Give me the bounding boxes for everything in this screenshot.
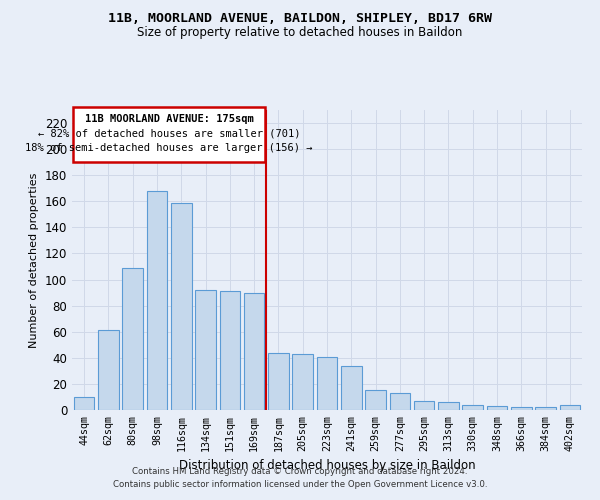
Text: Contains HM Land Registry data © Crown copyright and database right 2024.: Contains HM Land Registry data © Crown c… (132, 467, 468, 476)
Bar (535, 408, 556, 410)
Bar (511, 408, 532, 410)
FancyBboxPatch shape (73, 108, 265, 162)
Bar (438, 402, 459, 410)
Text: Contains public sector information licensed under the Open Government Licence v3: Contains public sector information licen… (113, 480, 487, 489)
Bar (244, 292, 265, 410)
Text: 11B MOORLAND AVENUE: 175sqm: 11B MOORLAND AVENUE: 175sqm (85, 114, 254, 124)
Bar (389, 393, 410, 410)
Bar (98, 330, 119, 410)
Bar (414, 401, 434, 410)
Bar (220, 292, 240, 410)
Bar (317, 356, 337, 410)
Bar (560, 405, 580, 410)
Bar (365, 390, 386, 410)
Bar (268, 352, 289, 410)
Bar (341, 366, 362, 410)
Bar (487, 406, 508, 410)
Text: 11B, MOORLAND AVENUE, BAILDON, SHIPLEY, BD17 6RW: 11B, MOORLAND AVENUE, BAILDON, SHIPLEY, … (108, 12, 492, 26)
Bar (292, 354, 313, 410)
Bar (74, 397, 94, 410)
Text: ← 82% of detached houses are smaller (701): ← 82% of detached houses are smaller (70… (38, 128, 301, 138)
X-axis label: Distribution of detached houses by size in Baildon: Distribution of detached houses by size … (179, 459, 475, 472)
Bar (195, 290, 216, 410)
Bar (463, 405, 483, 410)
Bar (122, 268, 143, 410)
Text: 18% of semi-detached houses are larger (156) →: 18% of semi-detached houses are larger (… (25, 142, 313, 152)
Bar (171, 202, 191, 410)
Y-axis label: Number of detached properties: Number of detached properties (29, 172, 39, 348)
Text: Size of property relative to detached houses in Baildon: Size of property relative to detached ho… (137, 26, 463, 39)
Bar (146, 191, 167, 410)
